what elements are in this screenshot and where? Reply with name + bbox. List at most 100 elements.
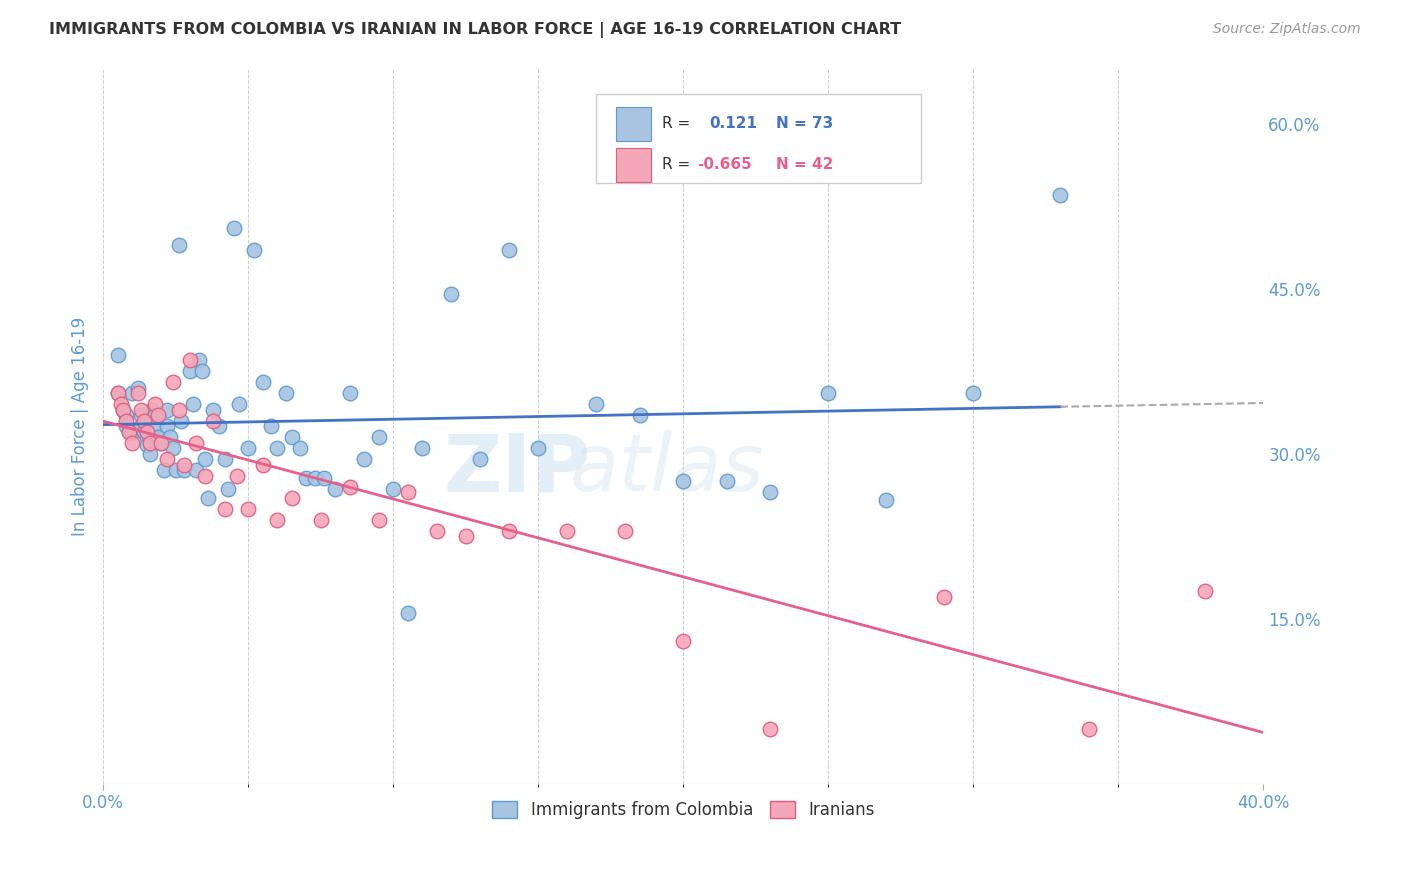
Point xyxy=(110,397,132,411)
Point xyxy=(759,485,782,500)
Point xyxy=(148,430,170,444)
Point xyxy=(135,425,157,439)
Point xyxy=(290,441,312,455)
Point xyxy=(304,471,326,485)
Point xyxy=(107,386,129,401)
Point xyxy=(672,474,695,488)
Text: N = 42: N = 42 xyxy=(776,158,834,172)
Point xyxy=(173,458,195,472)
Point xyxy=(132,425,155,439)
Point xyxy=(129,408,152,422)
Point xyxy=(138,447,160,461)
Point xyxy=(411,441,433,455)
Text: R =: R = xyxy=(662,116,690,131)
Point xyxy=(236,501,259,516)
Point xyxy=(121,386,143,401)
Legend: Immigrants from Colombia, Iranians: Immigrants from Colombia, Iranians xyxy=(485,794,882,825)
Point xyxy=(252,458,274,472)
Point xyxy=(129,402,152,417)
Point xyxy=(167,402,190,417)
Point xyxy=(266,441,288,455)
Point xyxy=(107,348,129,362)
Point xyxy=(367,430,389,444)
Point xyxy=(274,386,297,401)
Point xyxy=(184,435,207,450)
Point xyxy=(214,501,236,516)
Point xyxy=(1078,722,1101,736)
Point xyxy=(759,722,782,736)
Point xyxy=(112,402,135,417)
Point xyxy=(295,471,318,485)
Point xyxy=(454,529,477,543)
Point xyxy=(225,468,247,483)
Point xyxy=(498,524,520,538)
Point xyxy=(159,430,181,444)
FancyBboxPatch shape xyxy=(596,94,921,183)
Point xyxy=(162,441,184,455)
Point xyxy=(202,414,225,428)
Point xyxy=(148,408,170,422)
Point xyxy=(150,435,173,450)
Point xyxy=(628,408,651,422)
Point xyxy=(875,492,897,507)
Point xyxy=(228,397,250,411)
Point xyxy=(396,485,419,500)
Point xyxy=(132,414,155,428)
Point xyxy=(202,402,225,417)
Point xyxy=(187,353,209,368)
Point xyxy=(141,402,163,417)
Point xyxy=(138,435,160,450)
Text: R =: R = xyxy=(662,158,690,172)
Point xyxy=(280,491,302,505)
Point xyxy=(217,482,239,496)
Point xyxy=(1049,188,1071,202)
Text: N = 73: N = 73 xyxy=(776,116,834,131)
Point xyxy=(129,419,152,434)
Point xyxy=(498,243,520,257)
Point xyxy=(367,513,389,527)
Y-axis label: In Labor Force | Age 16-19: In Labor Force | Age 16-19 xyxy=(72,317,89,536)
Point xyxy=(817,386,839,401)
Point xyxy=(934,590,956,604)
Point xyxy=(118,425,141,439)
Point xyxy=(440,287,463,301)
Point xyxy=(181,397,204,411)
Point xyxy=(382,482,405,496)
Point xyxy=(527,441,550,455)
Point xyxy=(112,402,135,417)
Point xyxy=(127,381,149,395)
Point xyxy=(167,237,190,252)
Point xyxy=(165,463,187,477)
Point xyxy=(614,524,637,538)
Point xyxy=(312,471,335,485)
Point xyxy=(396,606,419,620)
FancyBboxPatch shape xyxy=(616,107,651,141)
Point xyxy=(115,414,138,428)
Text: IMMIGRANTS FROM COLOMBIA VS IRANIAN IN LABOR FORCE | AGE 16-19 CORRELATION CHART: IMMIGRANTS FROM COLOMBIA VS IRANIAN IN L… xyxy=(49,22,901,38)
Point xyxy=(135,430,157,444)
Point xyxy=(107,386,129,401)
Point xyxy=(179,364,201,378)
Point xyxy=(115,408,138,422)
Point xyxy=(260,419,283,434)
Point xyxy=(184,463,207,477)
Text: atlas: atlas xyxy=(569,430,765,508)
Point xyxy=(153,463,176,477)
Point xyxy=(585,397,607,411)
Point xyxy=(115,419,138,434)
Point xyxy=(156,452,179,467)
Point xyxy=(962,386,984,401)
Point xyxy=(243,243,266,257)
Point xyxy=(214,452,236,467)
Point xyxy=(266,513,288,527)
Point xyxy=(194,468,217,483)
Point xyxy=(194,452,217,467)
Point xyxy=(208,419,231,434)
Point xyxy=(339,386,361,401)
Point xyxy=(190,364,212,378)
Point xyxy=(143,419,166,434)
Text: ZIP: ZIP xyxy=(443,430,591,508)
Point xyxy=(1194,584,1216,599)
Point xyxy=(470,452,492,467)
Point xyxy=(252,375,274,389)
